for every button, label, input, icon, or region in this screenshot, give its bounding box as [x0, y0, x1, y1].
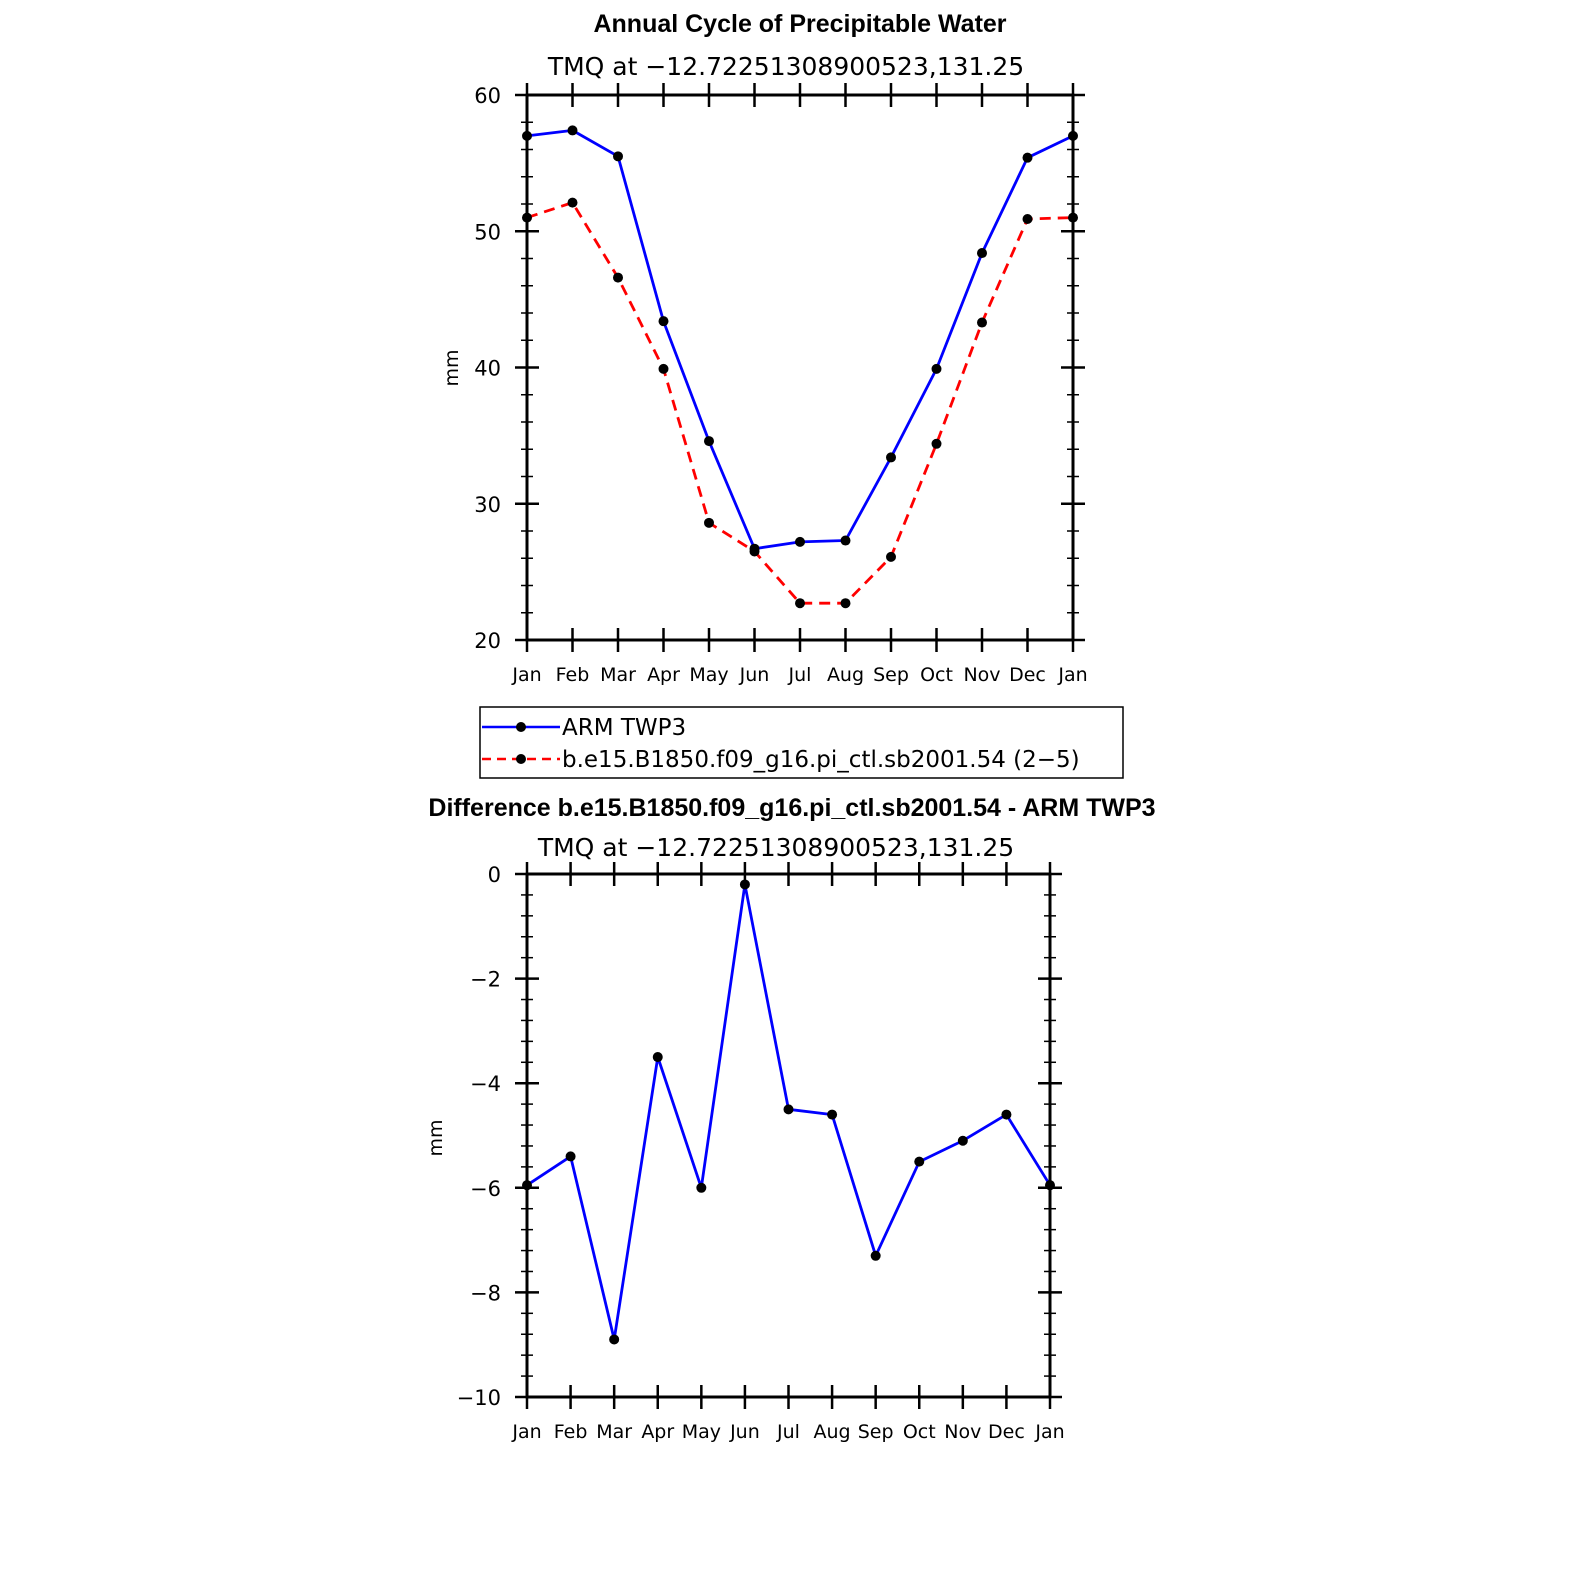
data-point — [613, 151, 623, 162]
data-point — [522, 130, 532, 141]
x-tick-label: Nov — [963, 664, 1000, 686]
data-point — [565, 1151, 576, 1162]
x-tick-label: Jan — [1057, 664, 1087, 686]
data-point — [609, 1334, 620, 1345]
plot-frame — [525, 93, 1075, 642]
y-tick-label: 50 — [474, 220, 501, 244]
x-tick-label: Jan — [511, 664, 541, 686]
data-point — [658, 316, 669, 327]
data-point — [1022, 152, 1033, 163]
data-point — [739, 879, 750, 890]
annual-cycle-chart: Annual Cycle of Precipitable Water TMQ a… — [441, 10, 1088, 686]
data-point — [696, 1182, 707, 1193]
legend-marker-arm — [516, 722, 526, 732]
y-tick-label: 30 — [474, 493, 501, 517]
data-point — [827, 1109, 838, 1120]
data-point — [795, 536, 805, 547]
y-tick-label: 40 — [474, 357, 501, 381]
x-tick-label: Jan — [511, 1421, 541, 1443]
x-tick-label: Sep — [858, 1421, 894, 1443]
x-tick-label: Mar — [596, 1421, 632, 1443]
x-tick-label: Jun — [739, 664, 770, 686]
legend: ARM TWP3 b.e15.B1850.f09_g16.pi_ctl.sb20… — [479, 706, 1124, 779]
data-point — [931, 363, 942, 374]
chart-title: Difference b.e15.B1850.f09_g16.pi_ctl.sb… — [428, 794, 1155, 822]
data-point — [931, 438, 942, 449]
legend-marker-model — [516, 754, 526, 764]
x-tick-label: Feb — [554, 1421, 588, 1443]
x-tick-label: Jul — [788, 664, 812, 686]
data-point — [1001, 1109, 1012, 1120]
plot-area: 20 30 40 50 60 Jan Feb Mar Apr May Jun Jul Aug Sep Oct… — [474, 83, 1088, 686]
data-point — [870, 1250, 881, 1261]
x-tick-label: Apr — [641, 1421, 674, 1443]
data-point — [840, 535, 851, 546]
data-point — [749, 546, 760, 557]
x-tick-label: Aug — [827, 664, 864, 686]
x-tick-label: Apr — [647, 664, 680, 686]
x-tick-label: May — [682, 1421, 721, 1443]
data-point — [567, 197, 578, 208]
y-tick-label: −6 — [470, 1177, 501, 1201]
x-tick-label: Dec — [988, 1421, 1025, 1443]
x-tick-label: Aug — [814, 1421, 851, 1443]
x-tick-label: Jul — [776, 1421, 800, 1443]
data-point — [567, 125, 578, 136]
chart-title: Annual Cycle of Precipitable Water — [593, 10, 1006, 38]
x-tick-label: Nov — [944, 1421, 981, 1443]
x-tick-label: May — [689, 664, 728, 686]
y-axis-label: mm — [425, 1119, 447, 1156]
data-point — [704, 517, 714, 528]
y-tick-label: −10 — [457, 1386, 501, 1410]
legend-box — [479, 706, 1124, 779]
x-tick-label: Sep — [873, 664, 909, 686]
data-point — [1045, 1180, 1055, 1191]
plot-area: −10 −8 −6 −4 −2 0 Jan Feb Mar Apr May Jun Jul Aug Sep O… — [457, 862, 1065, 1443]
data-point — [914, 1156, 925, 1167]
x-tick-label: Oct — [920, 664, 953, 686]
data-point — [886, 452, 896, 463]
y-tick-label: 0 — [488, 863, 501, 887]
data-point — [522, 212, 532, 223]
series-line-0 — [526, 128, 1074, 551]
x-tick-label: Mar — [600, 664, 636, 686]
x-tick-label: Jun — [729, 1421, 760, 1443]
y-tick-label: −2 — [470, 968, 501, 992]
x-tick-label: Dec — [1009, 664, 1046, 686]
data-point — [658, 363, 669, 374]
data-point — [704, 436, 714, 447]
data-point — [886, 551, 896, 562]
data-point — [1068, 130, 1078, 141]
data-point — [977, 317, 987, 328]
data-point — [977, 248, 987, 259]
data-point — [1022, 213, 1033, 224]
x-tick-label: Jan — [1034, 1421, 1064, 1443]
y-tick-label: 60 — [474, 84, 501, 108]
data-point — [795, 598, 805, 609]
data-point — [613, 272, 623, 283]
data-point — [840, 598, 851, 609]
x-tick-label: Feb — [556, 664, 590, 686]
difference-chart: Difference b.e15.B1850.f09_g16.pi_ctl.sb… — [425, 794, 1156, 1443]
y-tick-label: −4 — [470, 1072, 501, 1096]
chart-subtitle: TMQ at −12.72251308900523,131.25 — [547, 52, 1024, 81]
x-tick-label: Oct — [903, 1421, 936, 1443]
chart-subtitle: TMQ at −12.72251308900523,131.25 — [537, 833, 1014, 862]
data-point — [1068, 212, 1078, 223]
data-point — [652, 1052, 663, 1063]
data-point — [522, 1180, 532, 1191]
data-point — [957, 1135, 968, 1146]
legend-label-model: b.e15.B1850.f09_g16.pi_ctl.sb2001.54 (2−… — [562, 747, 1080, 773]
y-axis-label: mm — [441, 349, 463, 386]
y-tick-label: −8 — [470, 1281, 501, 1305]
data-point — [783, 1104, 794, 1115]
y-tick-label: 20 — [474, 629, 501, 653]
legend-label-arm: ARM TWP3 — [562, 715, 686, 741]
